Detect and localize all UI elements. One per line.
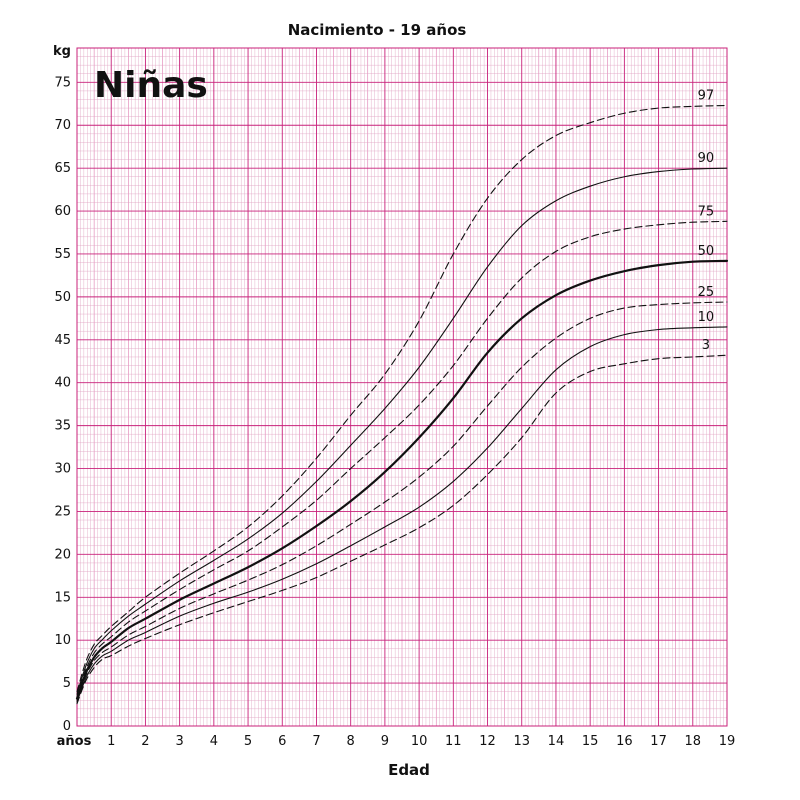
y-tick-label: 5 bbox=[63, 676, 71, 691]
percentile-label-p97: 97 bbox=[698, 89, 715, 104]
y-tick-label: 75 bbox=[54, 75, 71, 90]
y-tick-label: 0 bbox=[63, 719, 71, 734]
x-axis-unit-label: años bbox=[57, 734, 92, 749]
percentile-label-p75: 75 bbox=[698, 204, 715, 219]
x-tick-label: 14 bbox=[548, 734, 565, 749]
series-line-p10 bbox=[76, 326, 728, 703]
x-tick-label: 8 bbox=[347, 734, 355, 749]
y-tick-label: 25 bbox=[54, 504, 71, 519]
y-tick-label: 20 bbox=[54, 547, 71, 562]
y-tick-label: 45 bbox=[54, 333, 71, 348]
grid-major-lines bbox=[76, 48, 728, 727]
x-tick-label: 18 bbox=[685, 734, 702, 749]
x-tick-label: 2 bbox=[141, 734, 149, 749]
series-line-p25 bbox=[76, 301, 728, 701]
percentile-label-p50: 50 bbox=[698, 244, 715, 259]
series-line-p75 bbox=[76, 220, 728, 698]
x-tick-label: 5 bbox=[244, 734, 252, 749]
x-tick-label: 3 bbox=[175, 734, 183, 749]
percentile-labels: 97 90 75 50 25 10 3 bbox=[698, 89, 715, 354]
x-tick-labels: 1 2 3 4 5 6 7 8 9 10 11 12 13 14 15 16 17 18 19 bbox=[107, 734, 735, 749]
percentile-label-p25: 25 bbox=[698, 285, 715, 300]
panel-label: Niñas bbox=[94, 65, 208, 106]
series-line-p3 bbox=[76, 354, 728, 705]
grid-minor-lines bbox=[77, 47, 727, 726]
percentile-label-p90: 90 bbox=[698, 151, 715, 166]
x-tick-label: 17 bbox=[650, 734, 667, 749]
y-tick-label: 40 bbox=[54, 376, 71, 391]
x-tick-label: 6 bbox=[278, 734, 286, 749]
y-tick-label: 70 bbox=[54, 118, 71, 133]
chart-title: Nacimiento - 19 años bbox=[288, 21, 467, 39]
y-tick-label: 50 bbox=[54, 290, 71, 305]
series-line-p90 bbox=[76, 167, 728, 695]
y-tick-label: 30 bbox=[54, 462, 71, 477]
y-tick-labels: 0 5 10 15 20 25 30 35 40 45 50 55 60 65 70 75 bbox=[54, 75, 71, 734]
y-tick-label: 55 bbox=[54, 247, 71, 262]
y-tick-label: 60 bbox=[54, 204, 71, 219]
x-tick-label: 10 bbox=[411, 734, 428, 749]
plot-frame bbox=[76, 47, 728, 727]
x-tick-label: 4 bbox=[210, 734, 218, 749]
x-tick-label: 19 bbox=[719, 734, 736, 749]
x-tick-label: 15 bbox=[582, 734, 599, 749]
y-tick-label: 10 bbox=[54, 633, 71, 648]
series-line-p50 bbox=[75, 259, 729, 700]
series-lines bbox=[75, 104, 729, 705]
percentile-label-p3: 3 bbox=[702, 338, 710, 353]
y-tick-label: 65 bbox=[54, 161, 71, 176]
x-tick-label: 11 bbox=[445, 734, 462, 749]
y-tick-label: 35 bbox=[54, 419, 71, 434]
x-tick-label: 7 bbox=[312, 734, 320, 749]
x-tick-label: 9 bbox=[381, 734, 389, 749]
percentile-label-p10: 10 bbox=[698, 310, 715, 325]
y-tick-label: 15 bbox=[54, 590, 71, 605]
x-tick-label: 13 bbox=[513, 734, 530, 749]
y-axis-unit-label: kg bbox=[53, 44, 71, 59]
x-tick-label: 12 bbox=[479, 734, 496, 749]
x-tick-label: 16 bbox=[616, 734, 633, 749]
series-line-p97 bbox=[76, 104, 728, 693]
x-tick-label: 1 bbox=[107, 734, 115, 749]
x-axis-label: Edad bbox=[388, 761, 430, 779]
